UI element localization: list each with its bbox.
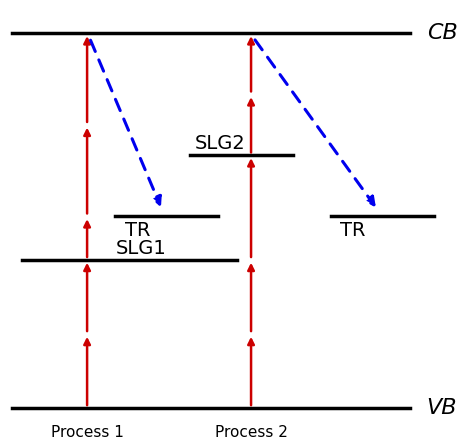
Text: TR: TR bbox=[340, 221, 365, 240]
Text: CB: CB bbox=[427, 23, 457, 43]
Text: Process 1: Process 1 bbox=[51, 425, 124, 441]
Text: Process 2: Process 2 bbox=[215, 425, 288, 441]
Text: SLG1: SLG1 bbox=[116, 239, 166, 258]
Text: TR: TR bbox=[125, 221, 150, 240]
Text: SLG2: SLG2 bbox=[195, 134, 246, 153]
Text: VB: VB bbox=[427, 398, 457, 418]
